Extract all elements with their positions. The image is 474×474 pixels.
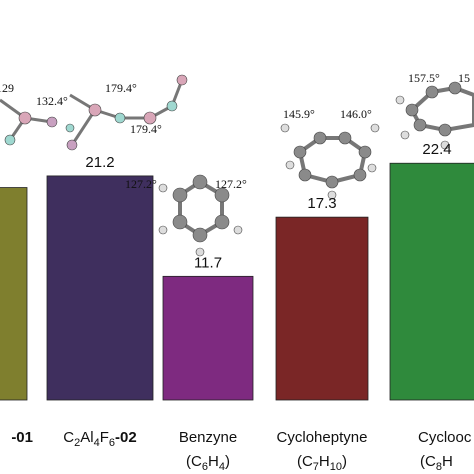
x-tick-label: -01 xyxy=(11,429,33,446)
molecule-benzyne xyxy=(158,174,243,257)
angle-annotation: 179.4° xyxy=(130,122,162,136)
value-label: 22.4 xyxy=(422,141,451,158)
value-label: 17.3 xyxy=(307,195,336,212)
x-tick-label: (C8H xyxy=(420,453,453,473)
bar xyxy=(275,216,369,401)
x-tick-label: Cycloheptyne xyxy=(277,429,368,446)
angle-annotation: 146.0° xyxy=(340,107,372,121)
molecule-cyclooctyne xyxy=(395,81,474,150)
bar xyxy=(46,175,154,401)
angle-annotation: 145.9° xyxy=(283,107,315,121)
molecule-02 xyxy=(66,74,188,151)
x-tick-label: (C7H10) xyxy=(297,453,347,473)
angle-annotation: 179.4° xyxy=(105,81,137,95)
value-label: 11.7 xyxy=(194,254,222,271)
molecule-cycloheptyne xyxy=(280,123,380,200)
angle-annotation: 129 xyxy=(0,81,14,95)
angle-annotation: 127.2° xyxy=(215,177,247,191)
x-tick-label: Benzyne xyxy=(179,429,237,446)
x-tick-label: (C6H4) xyxy=(186,453,230,473)
molecule-sketches xyxy=(0,74,474,257)
bar xyxy=(0,187,28,401)
x-tick-label: Cyclooc xyxy=(418,429,472,446)
angle-annotation: 132.4° xyxy=(36,94,68,108)
angle-annotation: 127.2° xyxy=(125,177,157,191)
molecule-01 xyxy=(0,98,75,146)
angle-annotation: 157.5° xyxy=(408,71,440,85)
value-label: 21.2 xyxy=(85,154,114,171)
bar xyxy=(162,275,254,401)
bar xyxy=(389,162,474,401)
x-tick-label: C2Al4F6-02 xyxy=(63,429,136,449)
angle-annotation: 15 xyxy=(458,71,470,85)
